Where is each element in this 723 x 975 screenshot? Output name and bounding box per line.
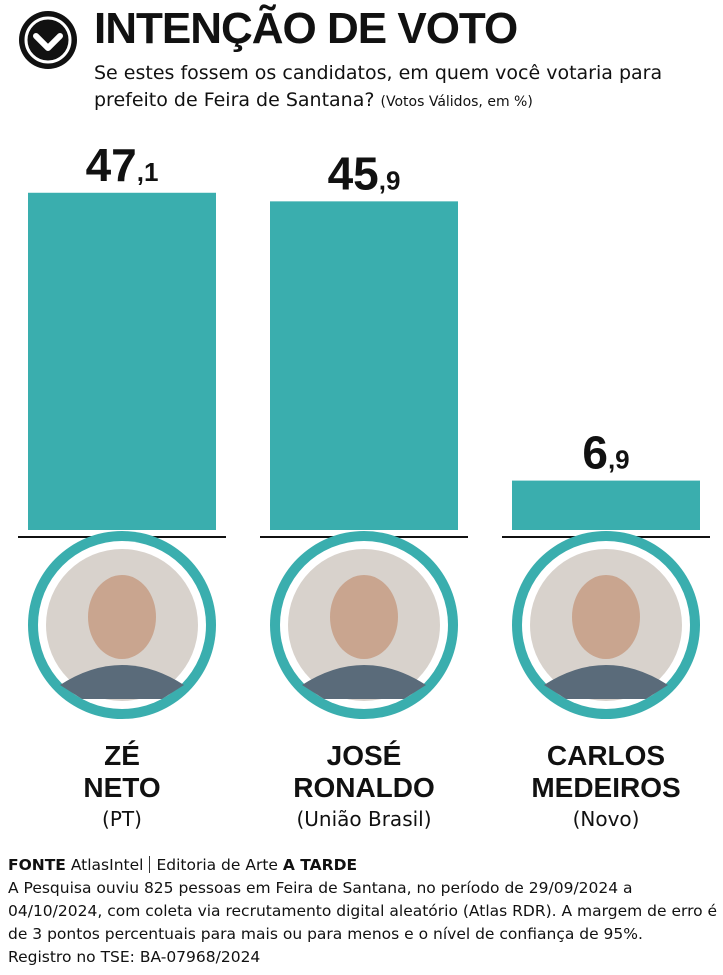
value-label: 47,1 [86,139,159,191]
source: AtlasIntel [70,856,144,874]
bar [512,480,700,530]
value-label-integer: 47 [86,139,137,191]
candidate-name-line: ZÉ [104,740,140,771]
value-label-integer: 45 [328,147,379,199]
check-icon-mark [33,33,63,51]
footer-source-line: FONTE AtlasIntel Editoria de Arte A TARDE [8,854,718,877]
value-label-integer: 6 [582,427,608,479]
candidate-name-line: CARLOS [547,740,665,771]
portrait-shoulders [544,665,668,699]
value-label-decimal: ,9 [608,445,630,475]
candidate-name-line: MEDEIROS [531,772,680,803]
credit-outlet: A TARDE [282,856,358,874]
value-label-decimal: ,9 [379,165,401,195]
separator [149,856,151,873]
subtitle-block: Se estes fossem os candidatos, em quem v… [94,60,714,116]
candidate-name-line: JOSÉ [327,740,402,771]
value-label-decimal: ,1 [137,157,159,187]
portrait-shoulders [60,665,184,699]
credit: Editoria de Arte [156,856,278,874]
candidate-party: (União Brasil) [296,807,431,831]
bar [28,192,216,531]
candidate-party: (Novo) [573,807,640,831]
candidate-name: ZÉ NETO [83,740,160,803]
candidate-name: JOSÉ RONALDO [293,740,435,803]
source-label: FONTE [8,856,66,874]
note: (Votos Válidos, em %) [380,94,533,110]
portrait-head [330,575,398,659]
bar [270,201,458,530]
check-icon [19,11,77,69]
candidate-party: (PT) [102,807,142,831]
registration: Registro no TSE: BA-07968/2024 [8,948,261,966]
check-icon-ring [24,16,72,64]
candidate-name: CARLOS MEDEIROS [531,740,680,803]
portrait-shoulders [302,665,426,699]
footer: FONTE AtlasIntel Editoria de Arte A TARDE… [8,854,718,969]
value-label: 45,9 [328,147,401,199]
value-label: 6,9 [582,427,629,479]
chart-title: INTENÇÃO DE VOTO [94,4,518,53]
subtitle: Se estes fossem os candidatos, em quem v… [94,62,663,111]
candidate-name-line: NETO [83,772,160,803]
methodology: A Pesquisa ouviu 825 pessoas em Feira de… [8,879,718,943]
portrait-head [88,575,156,659]
candidate-name-line: RONALDO [293,772,435,803]
portrait-head [572,575,640,659]
